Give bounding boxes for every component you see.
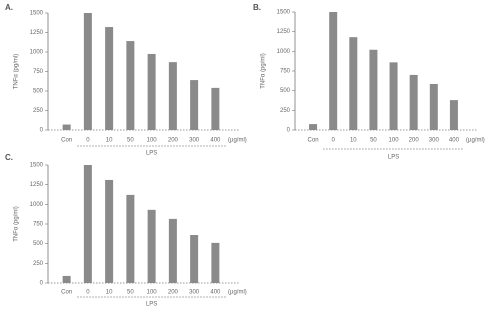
bar: [83, 13, 92, 130]
bar: [147, 53, 156, 131]
x-tick-label: 400: [449, 138, 460, 144]
x-tick-label: Con: [308, 138, 319, 144]
bar: [349, 37, 358, 130]
unit-label: (µg/ml): [228, 290, 247, 296]
bar: [168, 218, 177, 283]
y-axis-label: TNFα (pg/ml): [14, 54, 20, 89]
y-tick-label: 750: [280, 69, 291, 75]
bar: [62, 275, 71, 283]
x-tick-label: 400: [210, 138, 221, 144]
y-tick-label: 1250: [30, 30, 44, 36]
x-tick-label: 0: [86, 290, 90, 296]
x-tick-label: 400: [210, 290, 221, 296]
bar: [126, 194, 135, 283]
x-tick-label: 50: [127, 138, 134, 144]
bar: [105, 179, 114, 283]
x-tick-label: 50: [127, 290, 134, 296]
bar: [409, 74, 418, 130]
bar: [329, 12, 338, 130]
y-axis-label: TNFα (pg/ml): [261, 53, 267, 88]
x-tick-label: 300: [429, 138, 440, 144]
x-tick-label: 10: [106, 138, 113, 144]
y-axis-label: TNFα (pg/ml): [14, 206, 20, 241]
x-tick-label: 200: [409, 138, 420, 144]
y-tick-label: 500: [33, 241, 44, 247]
x-tick-label: Con: [61, 138, 72, 144]
y-tick-label: 750: [33, 222, 44, 228]
y-tick-label: 500: [33, 89, 44, 95]
bar: [190, 80, 199, 130]
unit-label: (µg/ml): [466, 138, 485, 144]
y-tick-label: 1000: [277, 49, 291, 55]
x-tick-label: 100: [389, 138, 400, 144]
x-tick-label: 10: [350, 138, 357, 144]
y-tick-label: 750: [33, 69, 44, 75]
y-tick-label: 0: [40, 281, 44, 287]
y-tick-label: 1250: [30, 182, 44, 188]
y-tick-label: 1500: [277, 10, 291, 16]
bar: [389, 62, 398, 131]
bar: [369, 49, 378, 131]
bar: [83, 165, 92, 283]
panel-title: C.: [5, 153, 13, 162]
x-axis-label: LPS: [146, 302, 157, 308]
x-tick-label: 50: [370, 138, 377, 144]
y-tick-label: 250: [33, 108, 44, 114]
bar: [62, 124, 71, 130]
x-tick-label: 100: [147, 290, 158, 296]
x-tick-label: 200: [168, 138, 179, 144]
bar: [105, 27, 114, 130]
y-tick-label: 1000: [30, 202, 44, 208]
x-tick-label: 300: [189, 290, 200, 296]
bar: [126, 41, 135, 130]
bar: [168, 62, 177, 130]
unit-label: (µg/ml): [228, 138, 247, 144]
y-tick-label: 1000: [30, 50, 44, 56]
x-tick-label: 300: [189, 138, 200, 144]
x-axis-label: LPS: [388, 155, 399, 161]
bar: [190, 235, 199, 283]
y-tick-label: 250: [280, 108, 291, 114]
panel-title: B.: [253, 3, 261, 12]
bar: [309, 124, 318, 130]
bar: [429, 83, 438, 130]
y-tick-label: 250: [33, 261, 44, 267]
bar: [147, 209, 156, 283]
panel-title: A.: [5, 3, 13, 12]
y-tick-label: 0: [40, 128, 44, 134]
x-tick-label: 200: [168, 290, 179, 296]
y-tick-label: 1500: [30, 163, 44, 169]
x-tick-label: 100: [147, 138, 158, 144]
y-tick-label: 500: [280, 88, 291, 94]
x-tick-label: Con: [61, 290, 72, 296]
bar: [211, 87, 220, 130]
bar: [211, 242, 220, 283]
x-tick-label: 10: [106, 290, 113, 296]
bar: [449, 100, 458, 130]
y-tick-label: 1500: [30, 11, 44, 17]
x-tick-label: 0: [332, 138, 336, 144]
x-tick-label: 0: [86, 138, 90, 144]
x-axis-label: LPS: [146, 151, 157, 157]
y-tick-label: 1250: [277, 29, 291, 35]
y-tick-label: 0: [287, 128, 291, 134]
